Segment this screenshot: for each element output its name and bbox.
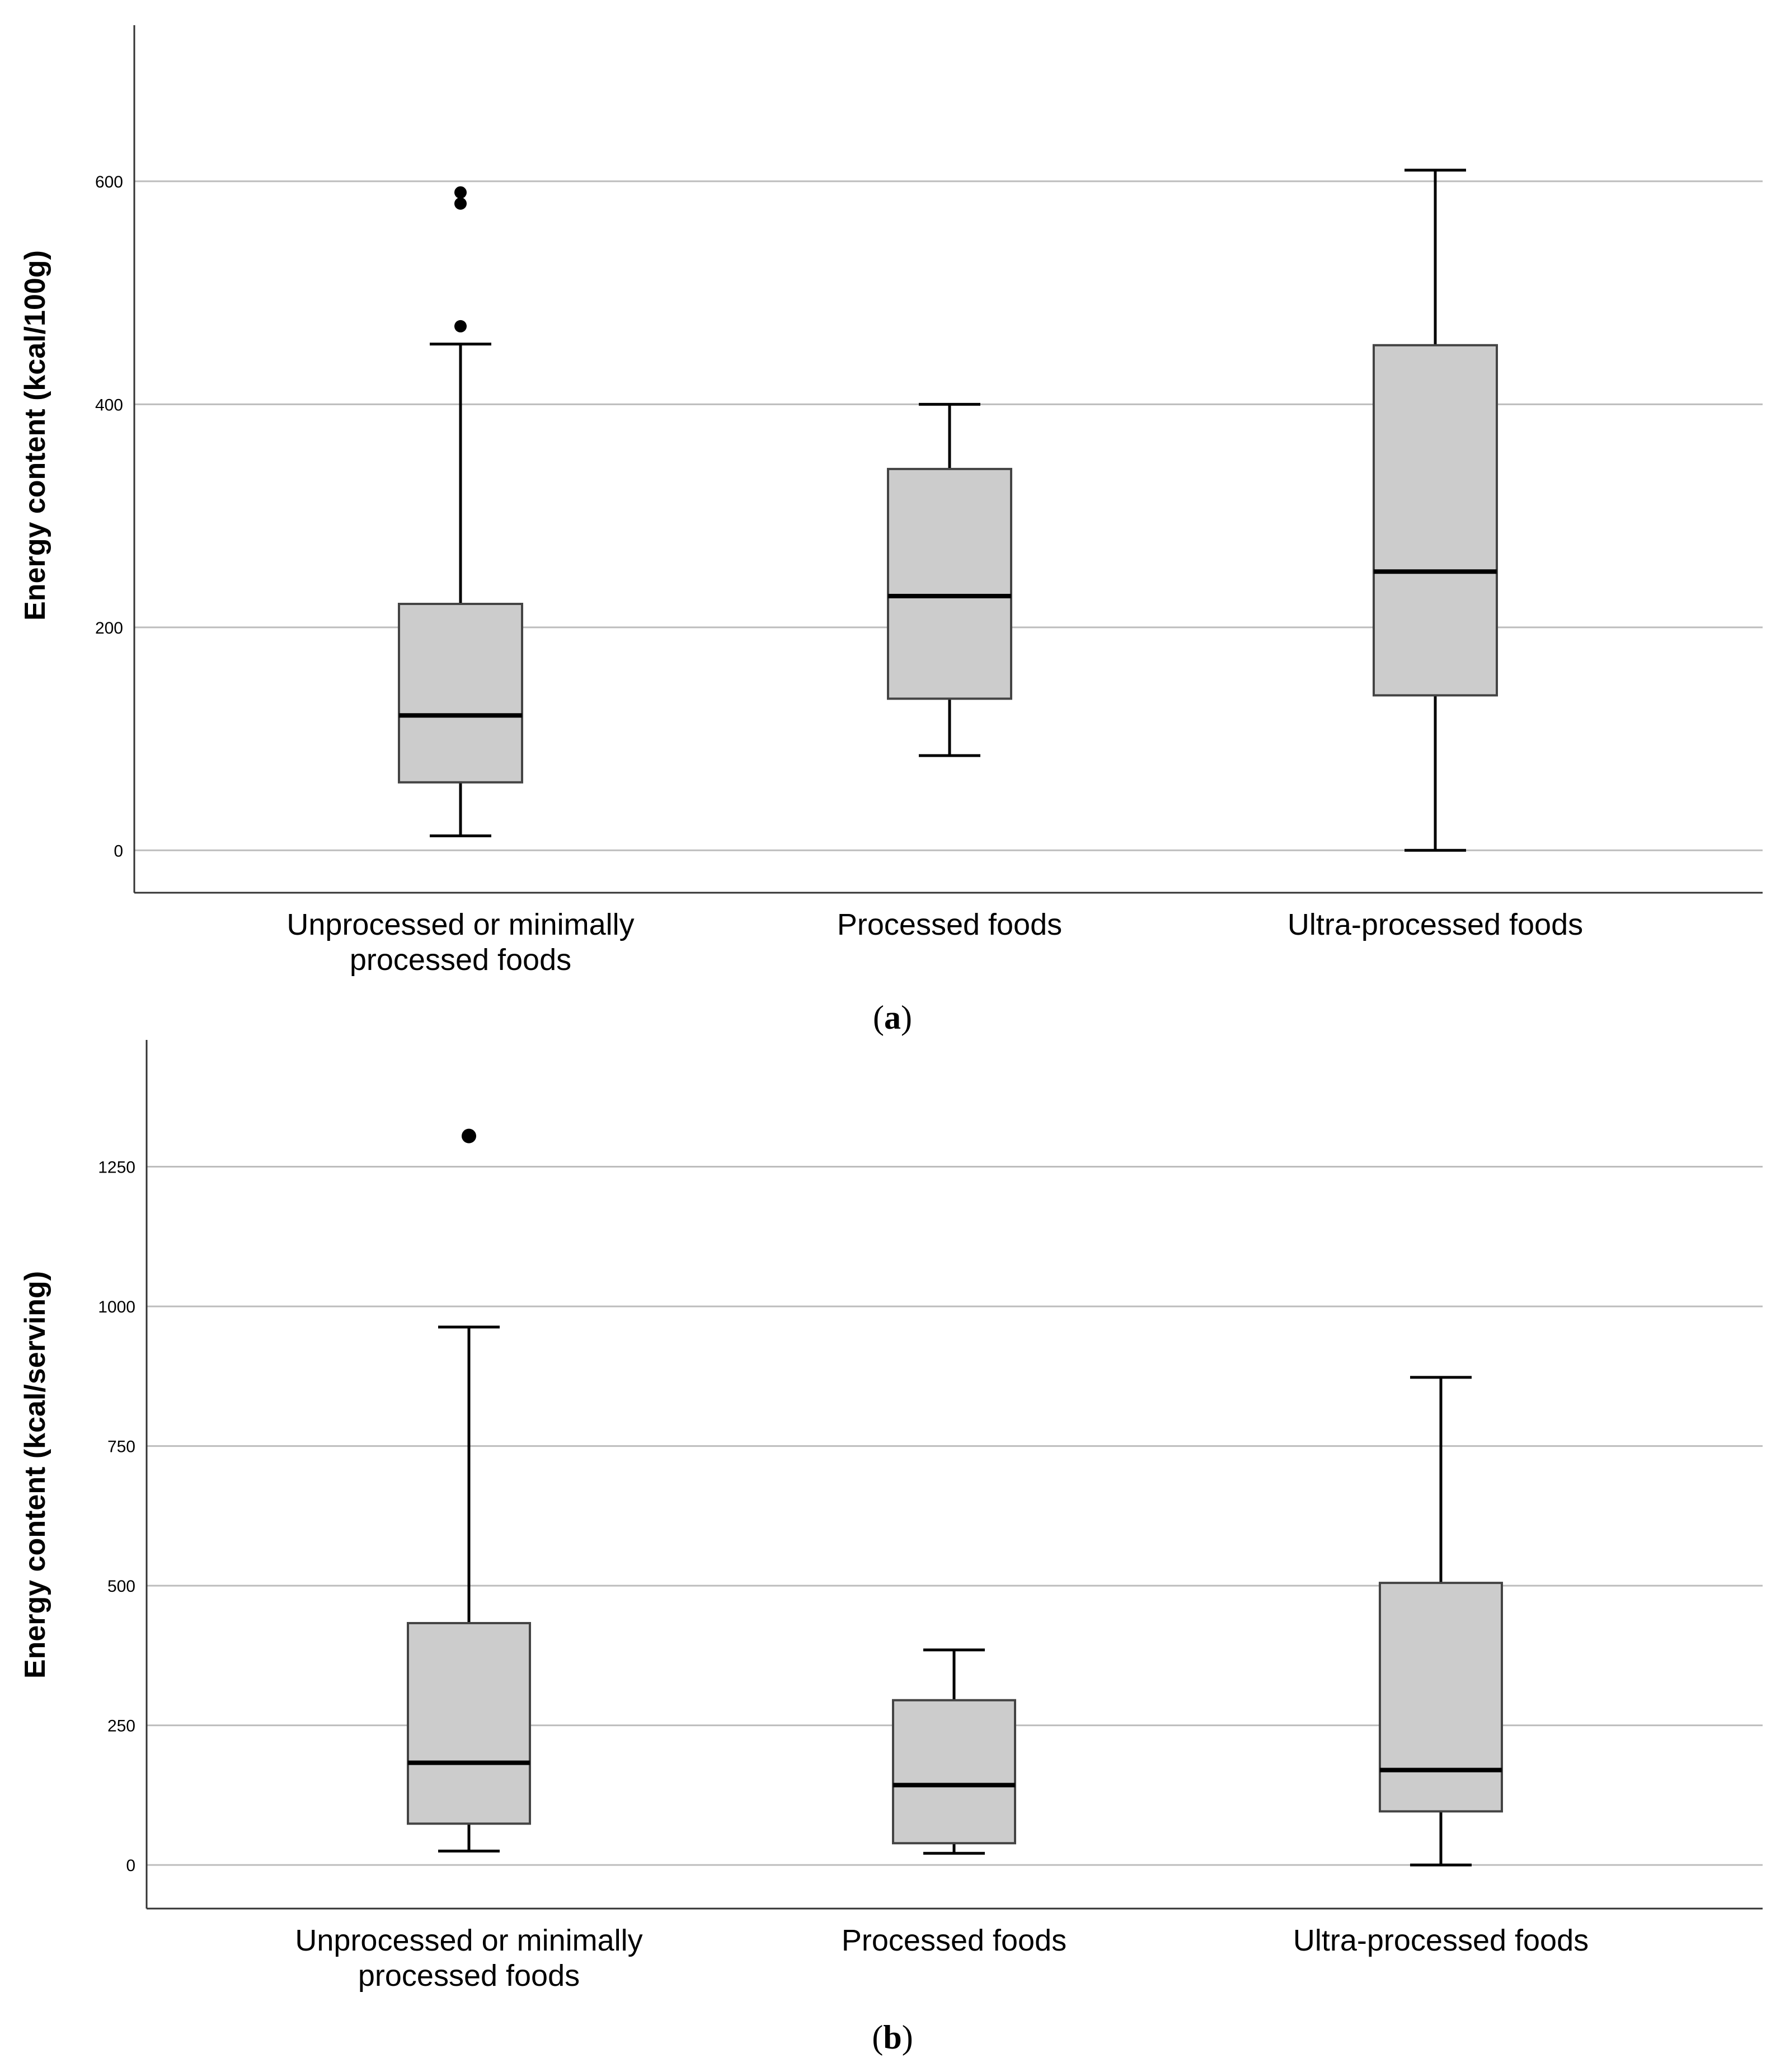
panel-b-y-axis-label: Energy content (kcal/serving)	[19, 1271, 51, 1679]
pb-y-tick-1250: 1250	[98, 1159, 135, 1177]
pa-category-label-1-line2: processed foods	[350, 943, 571, 977]
pa-box-3	[1373, 344, 1498, 697]
panel-b-chart: 0 250 500 750 1000 1250 Unprocessed or minimal…	[19, 1040, 1763, 2056]
pa-y-tick-0: 0	[114, 842, 123, 860]
pb-box-2	[892, 1699, 1016, 1845]
pb-category-label-1-line2: processed foods	[358, 1959, 580, 1993]
pb-y-tick-500: 500	[107, 1577, 135, 1596]
pa-box-group-2	[887, 402, 1012, 757]
pa-outlier-1-2	[454, 197, 467, 210]
pb-box-1	[407, 1621, 531, 1825]
pa-box-2	[887, 467, 1012, 700]
pb-category-label-2: Processed foods	[842, 1924, 1067, 1957]
pa-box-1	[398, 602, 523, 784]
pa-category-label-1: Unprocessed or minimally	[286, 908, 634, 941]
panel-a-label: (a)	[873, 999, 912, 1036]
pa-y-tick-600: 600	[95, 173, 123, 191]
pa-outlier-1-3	[454, 186, 467, 199]
pa-y-tick-400: 400	[95, 396, 123, 414]
pa-category-label-3: Ultra-processed foods	[1288, 908, 1583, 941]
panel-a-y-axis-label: Energy content (kcal/100g)	[19, 250, 51, 621]
pb-y-tick-0: 0	[126, 1857, 135, 1875]
pa-y-tick-200: 200	[95, 619, 123, 637]
pb-box-3	[1379, 1582, 1503, 1813]
panel-a-chart: 0 200 400 600 Unprocessed or minimallyproces…	[19, 25, 1763, 1036]
pb-y-tick-250: 250	[107, 1717, 135, 1736]
pb-category-label-3: Ultra-processed foods	[1293, 1924, 1589, 1957]
pb-box-group-2	[892, 1648, 1016, 1855]
pa-box-group-1	[398, 186, 523, 837]
pb-outlier-1-1	[462, 1128, 476, 1143]
pa-box-group-3	[1373, 168, 1498, 852]
pa-category-label-2: Processed foods	[837, 908, 1062, 941]
pb-category-label-1: Unprocessed or minimally	[295, 1924, 642, 1957]
panel-b-label: (b)	[872, 2019, 913, 2056]
pa-outlier-1-1	[454, 320, 467, 332]
pb-box-group-1	[407, 1128, 531, 1853]
pb-y-tick-1000: 1000	[98, 1298, 135, 1316]
pb-box-group-3	[1379, 1376, 1503, 1867]
pb-y-tick-750: 750	[107, 1438, 135, 1456]
